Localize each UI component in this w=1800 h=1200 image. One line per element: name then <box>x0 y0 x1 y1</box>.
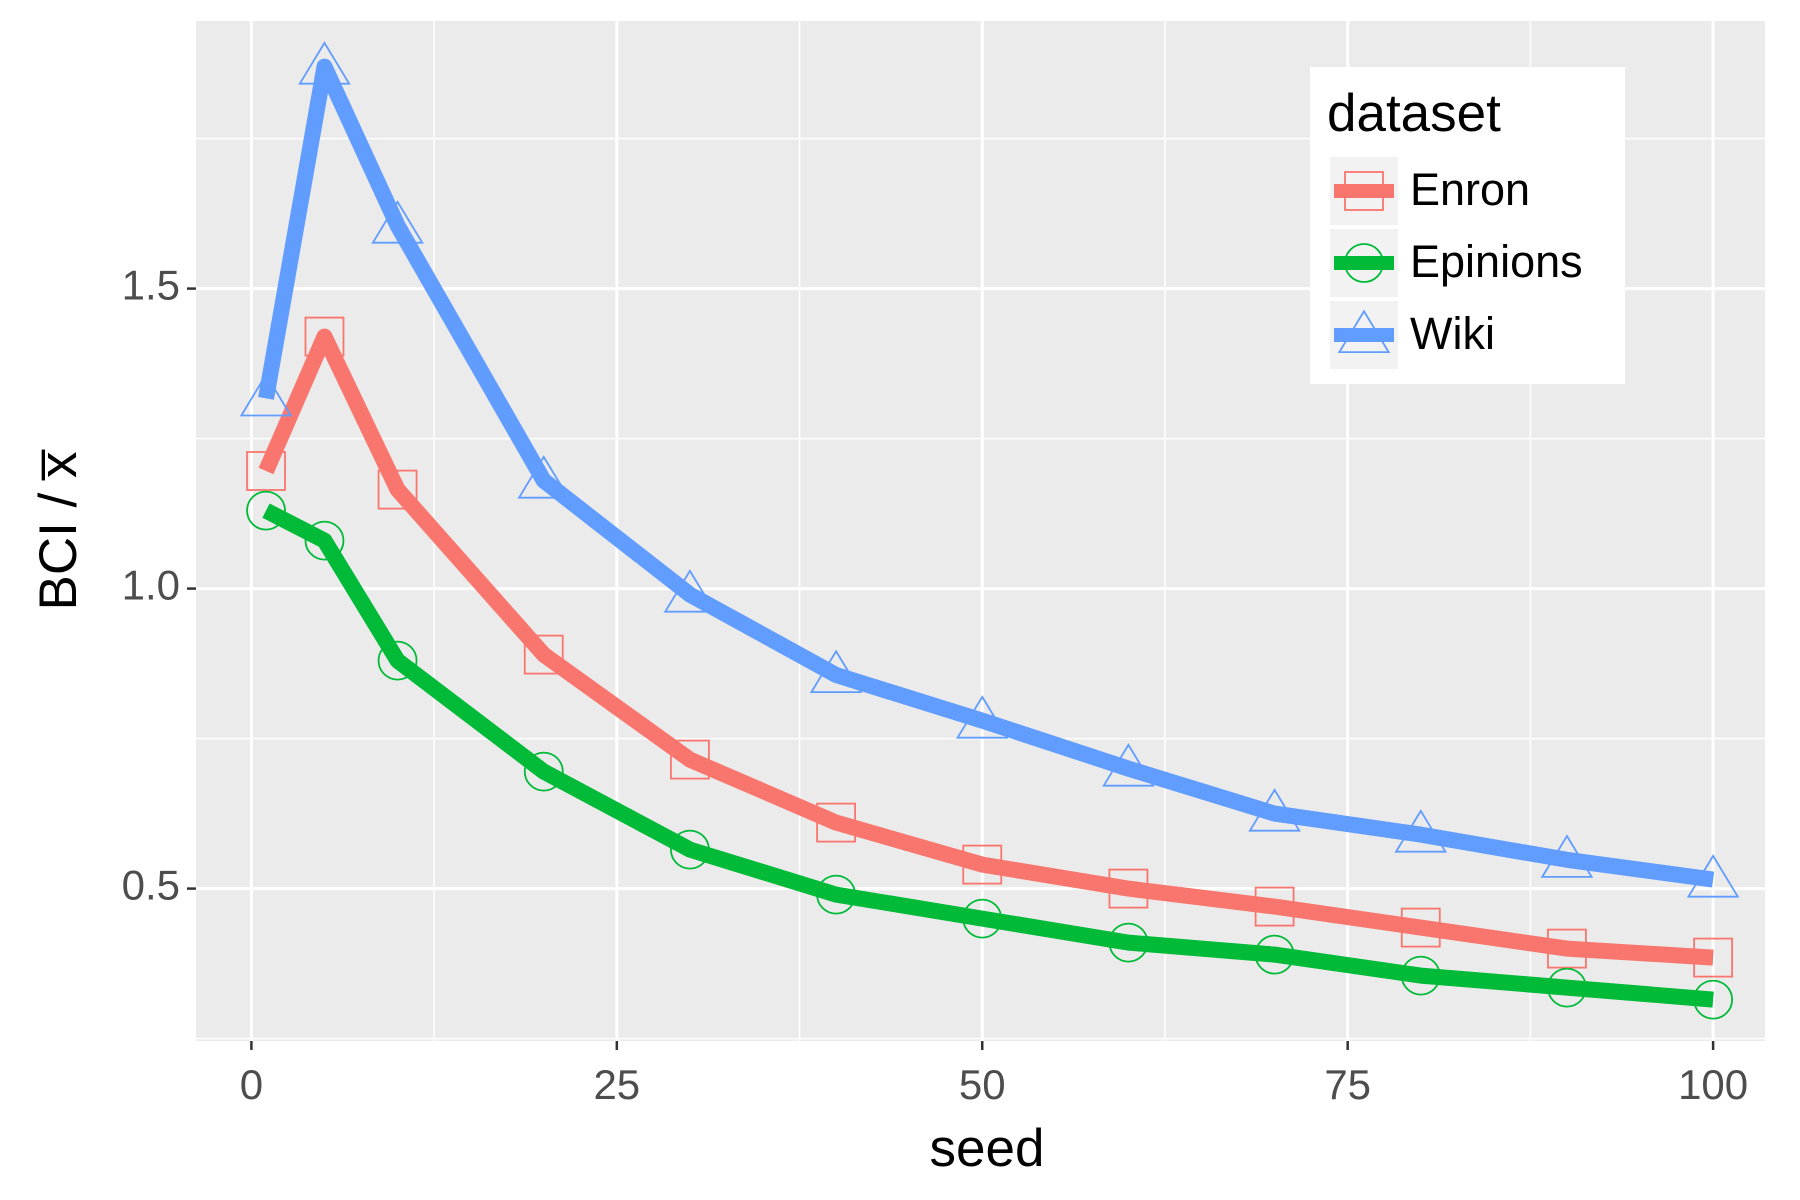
marker <box>304 520 345 561</box>
marker <box>1248 788 1301 832</box>
marker <box>1254 934 1295 975</box>
marker <box>246 451 286 491</box>
marker <box>663 569 717 613</box>
x-tick-label: 0 <box>240 1061 263 1108</box>
series-line <box>262 503 1714 1008</box>
marker <box>298 41 351 85</box>
marker <box>670 739 710 780</box>
y-axis-label: BCI / x̅ <box>29 449 88 610</box>
marker <box>962 844 1003 885</box>
marker <box>304 316 345 357</box>
marker <box>377 640 418 681</box>
legend: dataset Enron Epinions Wiki <box>1310 67 1625 384</box>
marker <box>1337 309 1391 354</box>
y-tick-label: 1.0 <box>122 562 180 609</box>
marker <box>816 802 856 843</box>
marker <box>1547 928 1587 969</box>
marker <box>1686 854 1740 898</box>
x-axis-label: seed <box>930 1119 1045 1178</box>
marker <box>1108 868 1149 909</box>
marker <box>523 634 564 675</box>
marker <box>517 455 571 499</box>
marker <box>1394 809 1448 853</box>
marker <box>816 874 856 915</box>
legend-label: Enron <box>1410 164 1530 215</box>
series-line <box>258 58 1715 888</box>
marker <box>1693 937 1734 978</box>
series-line <box>258 328 1714 966</box>
x-tick-label: 50 <box>959 1061 1006 1108</box>
marker <box>377 469 418 510</box>
marker <box>246 490 286 531</box>
marker <box>955 695 1009 739</box>
marker <box>809 649 863 693</box>
marker <box>1254 886 1295 927</box>
marker <box>1547 967 1587 1008</box>
x-tick-label: 100 <box>1678 1061 1748 1108</box>
marker <box>1693 979 1734 1020</box>
marker <box>239 372 293 417</box>
marker <box>1400 955 1441 996</box>
legend-title: dataset <box>1327 84 1501 143</box>
y-tick-label: 1.5 <box>122 262 180 309</box>
marker <box>1400 907 1441 948</box>
marker <box>1344 243 1384 283</box>
x-tick-label: 25 <box>593 1061 640 1108</box>
marker <box>670 829 710 870</box>
legend-label: Wiki <box>1410 308 1495 359</box>
y-tick-label: 0.5 <box>122 862 180 909</box>
marker <box>1540 834 1594 878</box>
marker <box>962 898 1003 939</box>
marker <box>1102 743 1155 787</box>
x-tick-label: 75 <box>1324 1061 1371 1108</box>
legend-label: Epinions <box>1410 236 1583 287</box>
marker <box>523 751 564 792</box>
marker <box>1108 922 1149 963</box>
marker <box>371 200 424 244</box>
marker <box>1344 171 1384 211</box>
